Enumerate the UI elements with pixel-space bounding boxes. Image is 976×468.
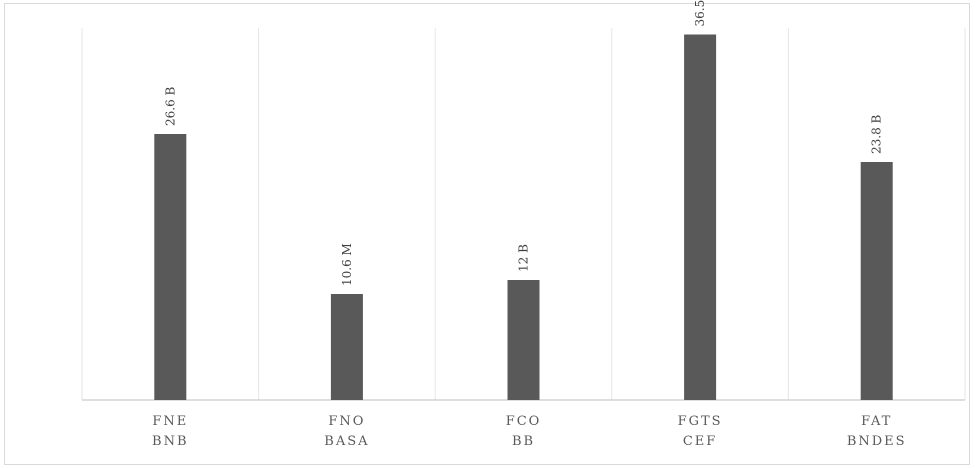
tick-label-fgts: FGTS xyxy=(678,414,723,429)
data-label-fne: 26.6 B xyxy=(163,86,177,126)
tick-label-bnb: BNB xyxy=(152,434,188,449)
tick-label-fno: FNO xyxy=(328,414,365,429)
bar-fne xyxy=(154,134,187,400)
data-label-fno: 10.6 M xyxy=(340,243,354,286)
tick-label-bndes: BNDES xyxy=(847,434,907,449)
data-label-fat: 23.8 B xyxy=(870,114,884,154)
bar-fat xyxy=(860,162,893,400)
tick-label-bb: BB xyxy=(512,434,535,449)
bar-fgts xyxy=(684,34,717,400)
tick-label-cef: CEF xyxy=(683,434,717,449)
data-label-fco: 12 B xyxy=(517,244,531,272)
data-label-fgts: 36.55 B xyxy=(693,0,707,27)
bar-fno xyxy=(330,294,363,400)
tick-label-basa: BASA xyxy=(324,434,369,449)
tick-label-fne: FNE xyxy=(152,414,188,429)
tick-label-fat: FAT xyxy=(861,414,892,429)
bar-fco xyxy=(507,280,540,400)
tick-label-fco: FCO xyxy=(506,414,542,429)
